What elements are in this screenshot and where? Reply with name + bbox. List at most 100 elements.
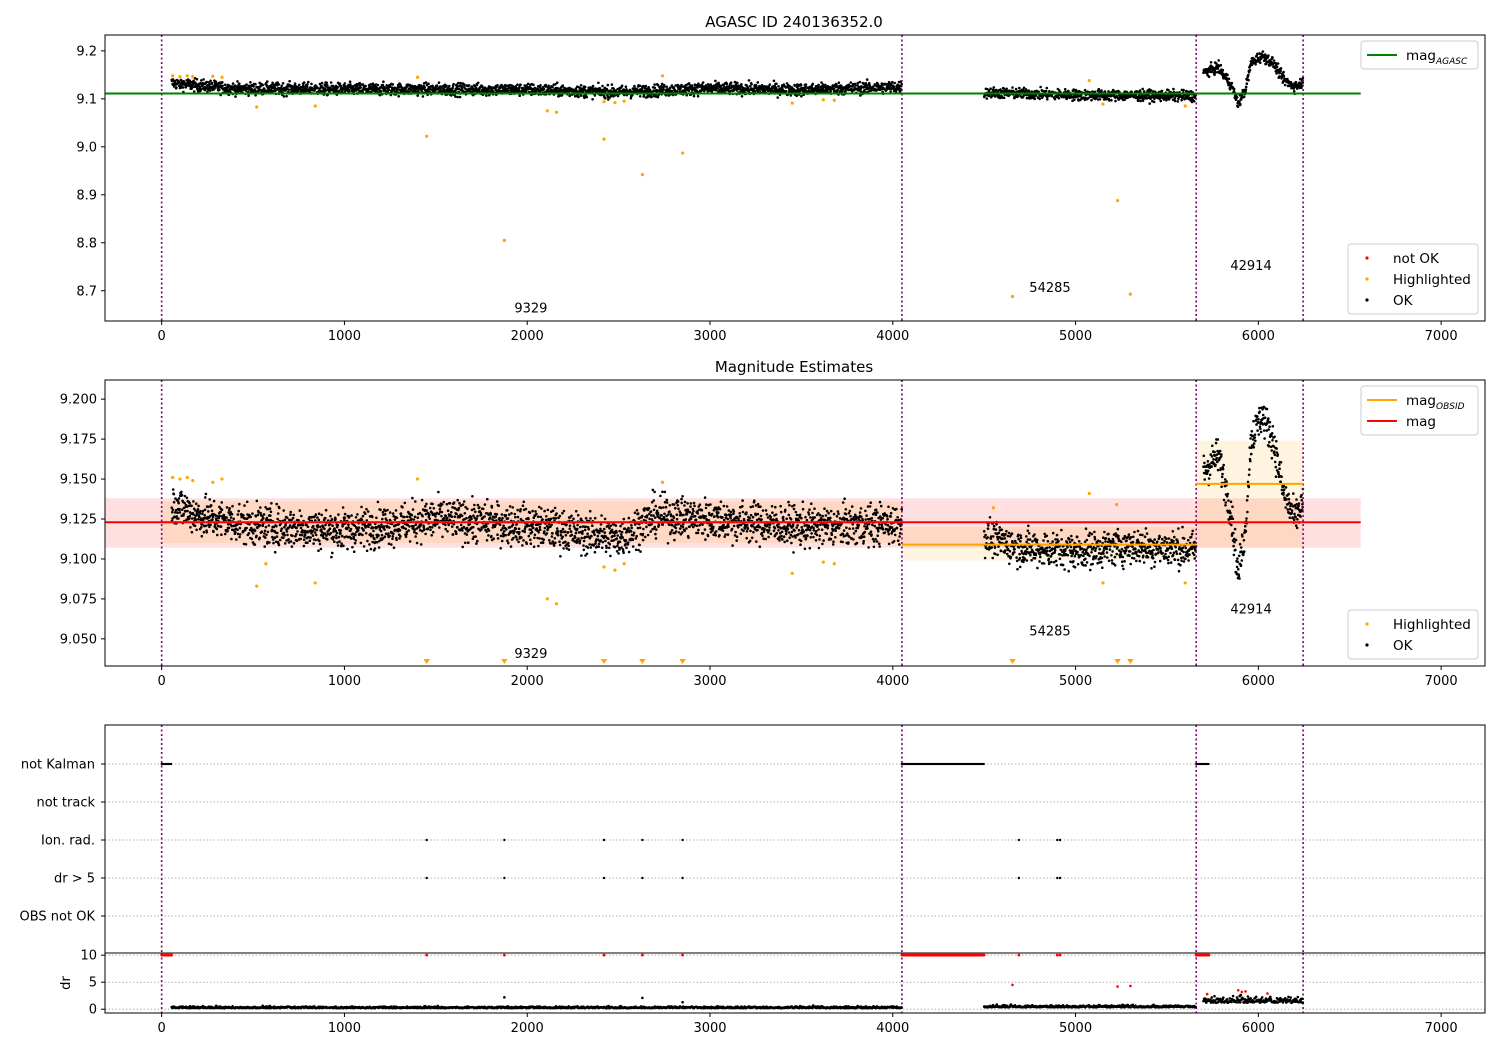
ok-point bbox=[254, 94, 257, 97]
ok-point bbox=[518, 85, 521, 89]
ok-point bbox=[1283, 83, 1287, 87]
ok-point bbox=[282, 536, 285, 539]
ok-point bbox=[736, 81, 739, 85]
ok-point bbox=[478, 88, 481, 92]
ok-point bbox=[523, 530, 526, 534]
ok-point bbox=[352, 550, 356, 553]
ok-point bbox=[531, 509, 534, 513]
ok-point bbox=[533, 536, 536, 540]
ok-point bbox=[209, 504, 213, 507]
ok-point bbox=[604, 97, 607, 100]
ok-point bbox=[404, 535, 408, 538]
ok-point bbox=[509, 545, 513, 548]
ok-point bbox=[515, 538, 519, 541]
ok-point bbox=[342, 544, 345, 548]
obsid-label: 9329 bbox=[514, 301, 547, 316]
ok-point bbox=[282, 531, 286, 535]
ok-point bbox=[557, 530, 560, 533]
ok-point bbox=[205, 530, 209, 534]
ok-point bbox=[543, 526, 547, 530]
ok-point bbox=[442, 500, 446, 504]
ok-point bbox=[371, 515, 374, 519]
ok-point bbox=[273, 89, 277, 93]
ok-point bbox=[428, 513, 431, 516]
ok-point bbox=[1045, 86, 1049, 90]
ok-point bbox=[538, 525, 542, 529]
ok-point bbox=[488, 93, 491, 97]
ok-point bbox=[1063, 88, 1067, 91]
ok-point bbox=[629, 96, 633, 100]
ok-point bbox=[405, 533, 408, 536]
ok-point bbox=[457, 81, 460, 85]
ok-point bbox=[318, 542, 322, 546]
ok-point bbox=[397, 95, 401, 98]
ok-point bbox=[336, 544, 340, 547]
ok-point bbox=[756, 81, 760, 84]
ok-point bbox=[440, 514, 443, 518]
ok-point bbox=[865, 78, 869, 81]
ok-point bbox=[193, 524, 197, 528]
ok-point bbox=[382, 525, 386, 528]
ok-point bbox=[471, 531, 474, 535]
ok-point bbox=[300, 88, 304, 92]
ok-point bbox=[390, 543, 393, 546]
ok-point bbox=[391, 512, 395, 515]
ok-point bbox=[413, 515, 417, 519]
ok-point bbox=[1282, 74, 1286, 78]
ok-point bbox=[452, 82, 455, 86]
ok-point bbox=[255, 534, 258, 538]
ok-point bbox=[506, 539, 509, 542]
ok-point bbox=[476, 539, 479, 543]
ok-point bbox=[458, 95, 462, 99]
ok-point bbox=[452, 501, 456, 504]
ok-point bbox=[1025, 88, 1028, 92]
ok-point bbox=[315, 528, 319, 532]
ok-point bbox=[322, 536, 325, 540]
ok-point bbox=[313, 531, 317, 534]
ok-point bbox=[820, 81, 823, 84]
ok-point bbox=[496, 84, 499, 87]
ok-point bbox=[555, 81, 559, 84]
ok-point bbox=[351, 545, 354, 549]
ok-point bbox=[192, 500, 195, 503]
ok-point bbox=[1227, 77, 1231, 81]
ok-point bbox=[172, 85, 176, 88]
ok-point bbox=[554, 517, 558, 520]
ok-point bbox=[190, 517, 194, 520]
ok-point bbox=[1098, 98, 1102, 101]
ok-point bbox=[208, 498, 211, 501]
ok-point bbox=[561, 527, 565, 531]
ok-point bbox=[295, 526, 298, 530]
ok-point bbox=[319, 525, 322, 529]
ok-point bbox=[329, 514, 332, 518]
ok-point bbox=[365, 507, 368, 511]
ok-point bbox=[216, 533, 219, 537]
highlighted-point bbox=[220, 75, 224, 79]
ok-point bbox=[656, 84, 660, 87]
ok-point bbox=[276, 531, 279, 535]
ok-point bbox=[1245, 82, 1249, 85]
ok-point bbox=[276, 517, 279, 521]
legend-point-swatch bbox=[1365, 277, 1369, 281]
ok-point bbox=[383, 528, 386, 531]
ok-point bbox=[306, 541, 309, 544]
ok-point bbox=[343, 512, 347, 516]
ok-point bbox=[235, 538, 238, 541]
ok-point bbox=[1279, 69, 1282, 72]
ok-point bbox=[381, 83, 385, 87]
ok-point bbox=[1171, 95, 1175, 98]
ok-point bbox=[500, 539, 504, 543]
ok-point bbox=[1034, 94, 1038, 97]
ok-point bbox=[541, 518, 544, 521]
ok-point bbox=[1279, 67, 1283, 70]
ok-point bbox=[1275, 65, 1279, 69]
ok-point bbox=[292, 541, 296, 545]
ok-point bbox=[305, 85, 309, 88]
ok-point bbox=[394, 509, 398, 512]
legend-label: not OK bbox=[1393, 251, 1440, 267]
ok-point bbox=[207, 510, 210, 513]
ok-point bbox=[614, 89, 618, 92]
ok-point bbox=[428, 525, 432, 529]
ok-point bbox=[200, 526, 203, 529]
ok-point bbox=[268, 541, 271, 544]
